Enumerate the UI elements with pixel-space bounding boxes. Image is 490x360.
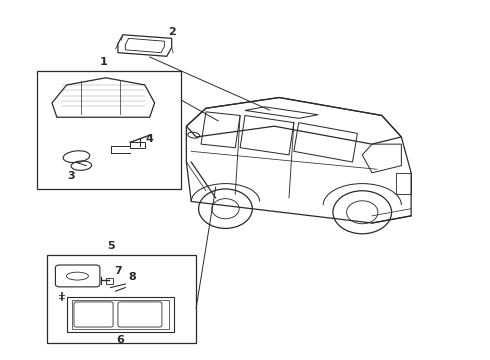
Text: 6: 6 bbox=[117, 335, 124, 345]
Bar bbox=[67, 297, 174, 332]
Bar bbox=[106, 278, 113, 284]
Text: 1: 1 bbox=[100, 57, 107, 67]
Text: 5: 5 bbox=[107, 241, 115, 251]
Bar bbox=[37, 71, 181, 189]
Text: 7: 7 bbox=[114, 266, 122, 276]
Text: 4: 4 bbox=[146, 134, 154, 144]
Bar bbox=[47, 255, 196, 343]
Text: 8: 8 bbox=[129, 272, 137, 282]
Bar bbox=[72, 300, 169, 329]
Text: 2: 2 bbox=[168, 27, 175, 37]
Bar bbox=[396, 173, 411, 194]
Text: 3: 3 bbox=[68, 171, 75, 181]
Bar bbox=[130, 142, 145, 148]
